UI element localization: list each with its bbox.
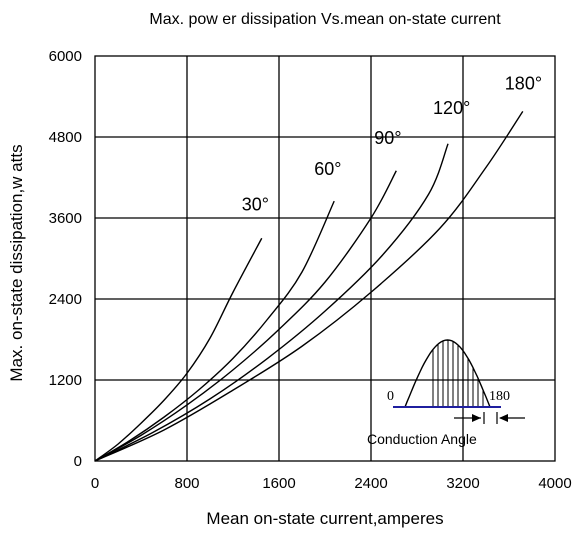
inset-start-label: 0 <box>387 389 394 404</box>
x-tick-label: 800 <box>174 475 199 492</box>
plot-frame <box>94 55 556 462</box>
x-axis-label: Mean on-state current,amperes <box>206 509 443 528</box>
curve-label: 90° <box>374 128 401 148</box>
y-tick-label: 0 <box>74 453 82 470</box>
curve-1 <box>94 200 335 462</box>
curve-labels: 30° 60° 90° 120° 180° <box>242 73 542 214</box>
curve-2 <box>94 170 397 462</box>
curve-label: 120° <box>433 98 470 118</box>
x-tick-label: 2400 <box>354 475 387 492</box>
half-sine-waveform <box>404 339 491 408</box>
hatch-lines <box>432 340 484 407</box>
curve-3 <box>94 143 449 462</box>
arrow-right-head <box>472 414 481 422</box>
y-tick-label: 1200 <box>49 372 82 389</box>
curves <box>94 110 524 462</box>
grid <box>95 56 555 461</box>
x-tick-label: 3200 <box>446 475 479 492</box>
curve-label: 30° <box>242 194 269 214</box>
arrow-left-head <box>499 414 508 422</box>
curve-label: 60° <box>314 159 341 179</box>
inset-end-label: 180 <box>489 389 510 404</box>
y-tick-label: 4800 <box>49 129 82 146</box>
curve-4 <box>94 110 524 462</box>
chart-title: Max. pow er dissipation Vs.mean on-state… <box>149 11 501 28</box>
x-tick-label: 0 <box>91 475 99 492</box>
y-axis-label: Max. on-state dissipation,w atts <box>7 144 26 381</box>
y-tick-label: 3600 <box>49 210 82 227</box>
inset-caption: Conduction Angle <box>367 431 477 447</box>
x-tick-labels: 0 800 1600 2400 3200 4000 <box>91 475 572 492</box>
x-tick-label: 4000 <box>538 475 571 492</box>
conduction-angle-inset: 0 180 Conduction Angle <box>367 339 525 447</box>
y-tick-label: 6000 <box>49 48 82 65</box>
y-tick-label: 2400 <box>49 291 82 308</box>
curve-0 <box>94 237 263 462</box>
x-tick-label: 1600 <box>262 475 295 492</box>
y-tick-labels: 0 1200 2400 3600 4800 6000 <box>49 48 82 470</box>
curve-label: 180° <box>505 73 542 93</box>
